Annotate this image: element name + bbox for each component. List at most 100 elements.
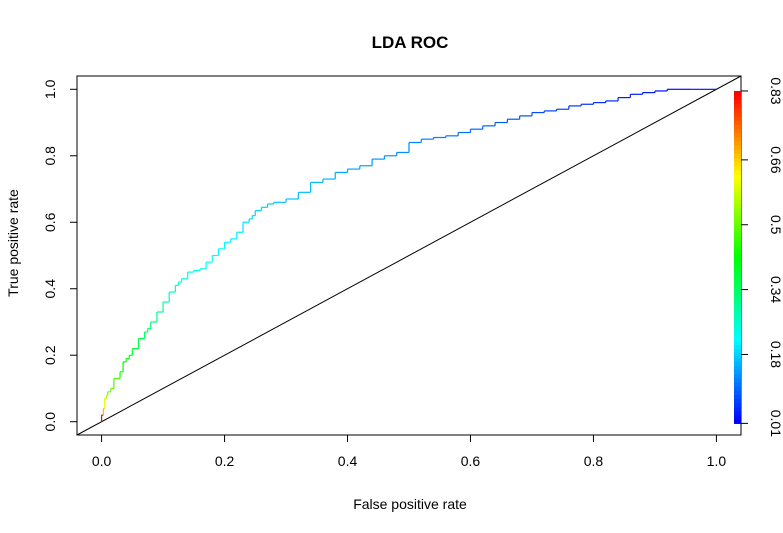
colorbar-swatch [734,323,741,329]
colorbar-swatch [734,307,741,312]
x-tick-label: 1.0 [707,453,727,469]
diagonal-reference-line [76,75,742,436]
colorbar-swatch [734,111,741,117]
colorbar-swatch [734,174,741,179]
colorbar-swatch [734,253,741,258]
colorbar-swatch [734,282,741,287]
colorbar-swatch [734,365,741,370]
colorbar-swatch [734,144,741,150]
colorbar-swatch [734,344,741,350]
colorbar-swatch [734,356,741,362]
colorbar-swatch [734,290,741,296]
colorbar-swatch [734,336,741,341]
colorbar-tick-label: 0.18 [768,341,783,368]
colorbar-swatch [734,406,741,412]
colorbar-swatch [734,286,741,292]
x-tick-label: 0.4 [338,453,358,469]
colorbar-swatch [734,261,741,267]
x-tick-label: 0.2 [215,453,235,469]
y-tick-label: 0.8 [42,146,58,166]
colorbar-swatch [734,236,741,242]
colorbar-swatch [734,311,741,316]
colorbar-swatch [734,369,741,375]
colorbar-tick-label: 0.83 [768,77,783,104]
colorbar-tick-label: 0.66 [768,146,783,173]
colorbar-swatch [734,244,741,250]
colorbar-swatch [734,115,741,121]
colorbar-swatch [734,194,741,200]
colorbar-swatch [734,298,741,304]
colorbar-swatch [734,157,741,163]
colorbar-swatch [734,140,741,146]
colorbar-swatch [734,90,741,96]
colorbar-swatch [734,373,741,379]
colorbar-tick-label: 0.5 [768,215,783,235]
colorbar-swatch [734,95,741,100]
colorbar-swatch [734,136,741,142]
colorbar-swatch [734,352,741,358]
colorbar-swatch [734,128,741,134]
colorbar-swatch [734,240,741,246]
colorbar-swatch [734,103,741,109]
colorbar-swatch [734,207,741,213]
colorbar-swatch [734,394,741,400]
y-tick-label: 0.4 [42,279,58,299]
colorbar-swatch [734,302,741,308]
colorbar-swatch [734,99,741,105]
colorbar-swatch [734,182,741,188]
colorbar-swatch [734,228,741,233]
colorbar-swatch [734,265,741,271]
colorbar-swatch [734,165,741,171]
colorbar-swatch [734,398,741,404]
y-tick-label: 0.2 [42,345,58,365]
colorbar-swatch [734,120,741,125]
colorbar-swatch [734,211,741,217]
colorbar-swatch [734,415,741,420]
colorbar-swatch [734,269,741,275]
colorbar-swatch [734,385,741,391]
colorbar-tick-label: 0.34 [768,276,783,303]
x-axis: 0.0 0.2 0.4 0.6 0.8 1.0 [92,435,726,469]
colorbar-swatch [734,149,741,154]
y-tick-label: 0.0 [42,412,58,432]
colorbar-swatch [734,277,741,283]
colorbar-swatch [734,132,741,138]
colorbar-swatch [734,319,741,325]
x-axis-label: False positive rate [353,496,467,512]
chart-title: LDA ROC [372,33,449,52]
colorbar-axis: 0.01 0.18 0.34 0.5 0.66 0.83 [741,77,783,437]
colorbar-swatch [734,402,741,408]
colorbar-swatch [734,348,741,354]
colorbar-swatch [734,410,741,416]
x-tick-label: 0.8 [584,453,604,469]
colorbar-swatch [734,273,741,279]
colorbar [734,90,741,424]
colorbar-swatch [734,361,741,366]
roc-curve [100,88,717,422]
colorbar-swatch [734,219,741,225]
y-axis-label: True positive rate [5,189,21,297]
colorbar-swatch [734,124,741,129]
colorbar-swatch [734,315,741,321]
colorbar-swatch [734,153,741,159]
colorbar-swatch [734,178,741,183]
colorbar-swatch [734,257,741,262]
colorbar-swatch [734,327,741,333]
colorbar-swatch [734,340,741,346]
colorbar-swatch [734,377,741,383]
colorbar-swatch [734,186,741,192]
colorbar-swatch [734,381,741,387]
colorbar-swatch [734,419,741,424]
colorbar-swatch [734,232,741,237]
colorbar-swatch [734,223,741,229]
colorbar-swatch [734,198,741,204]
colorbar-swatch [734,107,741,113]
y-tick-label: 1.0 [42,79,58,99]
colorbar-swatch [734,331,741,337]
colorbar-swatch [734,169,741,175]
colorbar-swatch [734,190,741,196]
x-tick-label: 0.0 [92,453,112,469]
colorbar-swatch [734,215,741,221]
colorbar-swatch [734,294,741,300]
